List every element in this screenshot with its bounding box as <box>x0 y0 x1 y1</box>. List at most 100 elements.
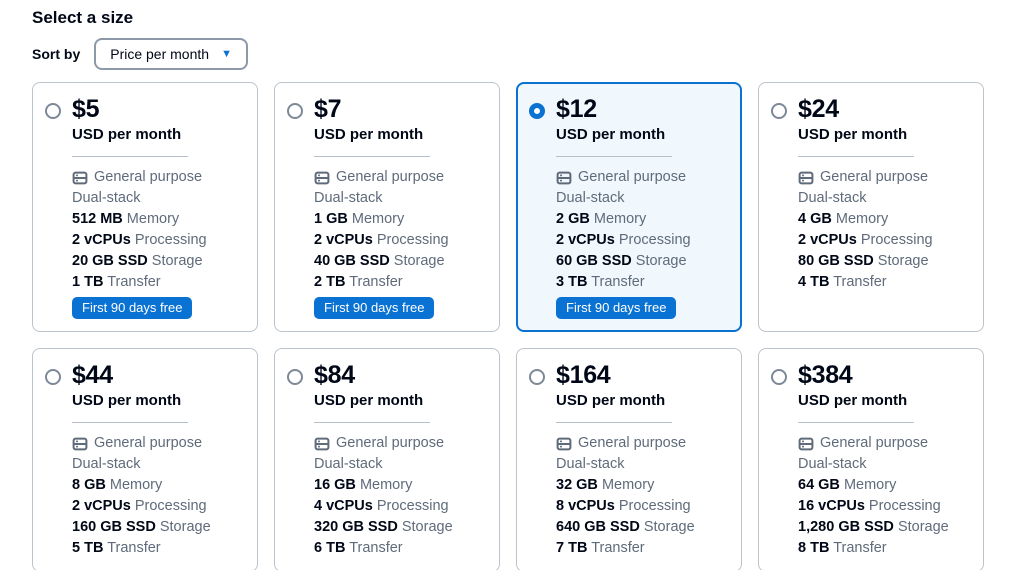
spec-list: 32 GB Memory 8 vCPUs Processing 640 GB SSD… <box>556 475 727 559</box>
spec-label: Memory <box>589 211 647 227</box>
size-card[interactable]: $5 USD per month General purpose Dual-st… <box>32 82 258 332</box>
spec-label: Memory <box>597 477 655 493</box>
price: $24 <box>798 95 839 123</box>
spec-label: Memory <box>831 211 889 227</box>
spec-line: 2 vCPUs Processing <box>314 230 485 251</box>
purpose-label: General purpose <box>336 435 445 451</box>
spec-line: 512 MB Memory <box>72 209 243 230</box>
spec-line: 8 GB Memory <box>72 475 243 496</box>
price: $12 <box>556 95 597 123</box>
spec-line: 16 GB Memory <box>314 475 485 496</box>
spec-label: Memory <box>347 211 405 227</box>
sort-dropdown-value: Price per month <box>110 46 210 62</box>
divider <box>72 422 189 423</box>
spec-label: Processing <box>614 232 691 248</box>
spec-label: Transfer <box>587 540 645 556</box>
size-radio[interactable] <box>771 369 787 385</box>
spec-label: Processing <box>372 232 449 248</box>
spec-line: 2 vCPUs Processing <box>72 496 243 517</box>
spec-value: 8 TB <box>798 540 830 556</box>
sort-row: Sort by Price per month ▼ <box>32 38 984 70</box>
spec-line: 32 GB Memory <box>556 475 727 496</box>
purpose-line: General purpose <box>556 433 727 454</box>
sort-by-label: Sort by <box>32 46 81 62</box>
size-radio[interactable] <box>45 369 61 385</box>
spec-label: Processing <box>864 498 941 514</box>
size-card-content: $384 USD per month General purpose Dual-… <box>798 361 969 559</box>
size-card[interactable]: $44 USD per month General purpose Dual-s… <box>32 348 258 570</box>
size-card-content: $12 USD per month General purpose Dual-s… <box>556 95 727 319</box>
price: $44 <box>72 361 113 389</box>
spec-line: 80 GB SSD Storage <box>798 251 969 272</box>
spec-label: Transfer <box>103 274 161 290</box>
spec-label: Transfer <box>829 540 887 556</box>
price: $5 <box>72 95 100 123</box>
spec-value: 40 GB SSD <box>314 253 390 269</box>
spec-list: 8 GB Memory 2 vCPUs Processing 160 GB SSD … <box>72 475 243 559</box>
network-type: Dual-stack <box>556 190 625 206</box>
spec-list: 1 GB Memory 2 vCPUs Processing 40 GB SSD S… <box>314 209 485 293</box>
size-card[interactable]: $7 USD per month General purpose Dual-st… <box>274 82 500 332</box>
spec-line: 1 GB Memory <box>314 209 485 230</box>
purpose-line: General purpose <box>314 167 485 188</box>
spec-label: Storage <box>147 253 203 269</box>
purpose-line: General purpose <box>798 167 969 188</box>
spec-label: Memory <box>122 211 180 227</box>
spec-value: 4 GB <box>798 211 832 227</box>
spec-value: 8 GB <box>72 477 106 493</box>
spec-value: 8 vCPUs <box>556 498 615 514</box>
spec-label: Processing <box>372 498 449 514</box>
price-period: USD per month <box>72 392 182 409</box>
spec-label: Storage <box>155 519 211 535</box>
spec-line: 3 TB Transfer <box>556 272 727 293</box>
instance-icon <box>314 436 330 452</box>
spec-list: 64 GB Memory 16 vCPUs Processing 1,280 GB … <box>798 475 969 559</box>
spec-label: Transfer <box>829 274 887 290</box>
size-card-content: $84 USD per month General purpose Dual-s… <box>314 361 485 559</box>
divider <box>798 422 915 423</box>
size-card[interactable]: $384 USD per month General purpose Dual-… <box>758 348 984 570</box>
spec-value: 2 vCPUs <box>314 232 373 248</box>
size-radio[interactable] <box>529 369 545 385</box>
network-type: Dual-stack <box>314 190 383 206</box>
spec-label: Processing <box>130 498 207 514</box>
spec-line: 6 TB Transfer <box>314 538 485 559</box>
spec-value: 6 TB <box>314 540 346 556</box>
spec-value: 160 GB SSD <box>72 519 156 535</box>
spec-label: Transfer <box>345 274 403 290</box>
purpose-label: General purpose <box>820 435 929 451</box>
size-card[interactable]: $12 USD per month General purpose Dual-s… <box>516 82 742 332</box>
price-period: USD per month <box>72 126 182 143</box>
divider <box>314 422 431 423</box>
instance-icon <box>798 170 814 186</box>
spec-value: 3 TB <box>556 274 588 290</box>
spec-value: 2 vCPUs <box>72 498 131 514</box>
spec-line: 8 TB Transfer <box>798 538 969 559</box>
spec-line: 320 GB SSD Storage <box>314 517 485 538</box>
instance-icon <box>798 436 814 452</box>
spec-line: 20 GB SSD Storage <box>72 251 243 272</box>
purpose-line: General purpose <box>314 433 485 454</box>
size-card[interactable]: $24 USD per month General purpose Dual-s… <box>758 82 984 332</box>
spec-line: 5 TB Transfer <box>72 538 243 559</box>
size-card[interactable]: $84 USD per month General purpose Dual-s… <box>274 348 500 570</box>
spec-list: 4 GB Memory 2 vCPUs Processing 80 GB SSD S… <box>798 209 969 293</box>
sort-dropdown[interactable]: Price per month ▼ <box>94 38 248 70</box>
price: $7 <box>314 95 342 123</box>
instance-icon <box>72 170 88 186</box>
spec-label: Transfer <box>103 540 161 556</box>
size-radio[interactable] <box>771 103 787 119</box>
size-card[interactable]: $164 USD per month General purpose Dual-… <box>516 348 742 570</box>
size-radio[interactable] <box>287 103 303 119</box>
size-radio[interactable] <box>529 103 545 119</box>
spec-line: 7 TB Transfer <box>556 538 727 559</box>
size-radio[interactable] <box>287 369 303 385</box>
spec-label: Memory <box>355 477 413 493</box>
size-card-content: $5 USD per month General purpose Dual-st… <box>72 95 243 319</box>
network-type: Dual-stack <box>798 456 867 472</box>
spec-value: 4 TB <box>798 274 830 290</box>
size-radio[interactable] <box>45 103 61 119</box>
price-period: USD per month <box>314 392 424 409</box>
spec-label: Processing <box>614 498 691 514</box>
